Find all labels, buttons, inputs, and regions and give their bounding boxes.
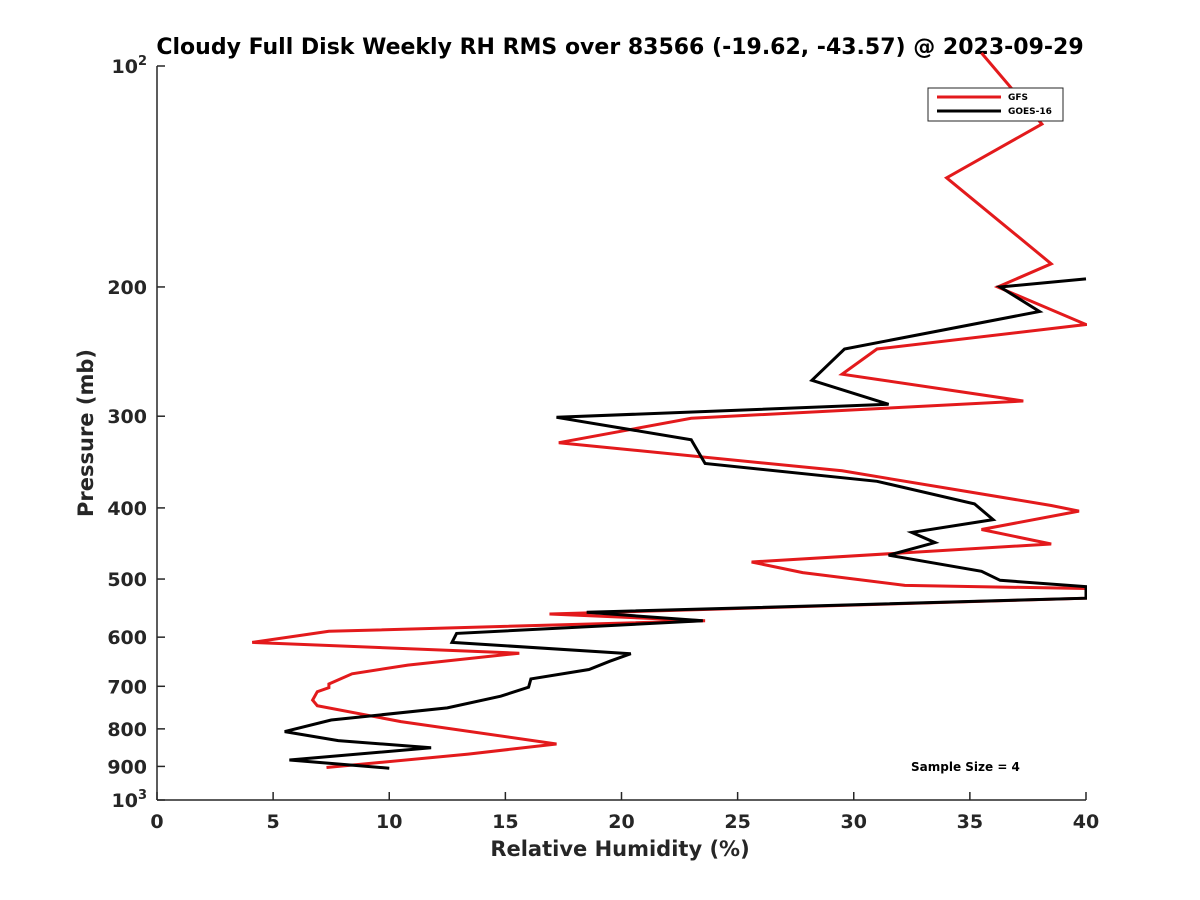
y-tick-label: 600	[107, 627, 147, 649]
y-tick-label: 200	[107, 277, 147, 299]
y-tick-label: 900	[107, 756, 147, 778]
legend: GFS GOES-16	[927, 87, 1064, 122]
axes-layer: 0 5 10 15 20 25 30 35 40 102 200 300 400 500 600 700 800…	[107, 54, 1099, 833]
x-axis-label: Relative Humidity (%)	[490, 837, 749, 861]
series-line-gfs	[251, 52, 1092, 769]
y-tick-label: 700	[107, 676, 147, 698]
y-tick-label: 800	[107, 719, 147, 741]
x-tick-label: 30	[841, 811, 867, 833]
y-axis-label: Pressure (mb)	[74, 349, 98, 517]
sample-size-annotation: Sample Size = 4	[911, 760, 1020, 774]
series-line-goes16	[284, 277, 1088, 770]
x-tick-label: 40	[1073, 811, 1099, 833]
x-tick-label: 0	[150, 811, 163, 833]
x-tick-label: 35	[957, 811, 983, 833]
y-tick-label: 102	[112, 54, 148, 78]
legend-label-goes16: GOES-16	[1008, 107, 1052, 117]
x-tick-label: 10	[376, 811, 402, 833]
x-tick-label: 15	[492, 811, 518, 833]
x-tick-label: 25	[724, 811, 750, 833]
series-layer	[251, 52, 1092, 770]
y-tick-label: 300	[107, 406, 147, 428]
x-tick-label: 20	[608, 811, 634, 833]
plot-area-mask	[1087, 60, 1200, 810]
y-tick-label: 400	[107, 498, 147, 520]
x-tick-label: 5	[267, 811, 280, 833]
y-tick-label: 103	[112, 788, 148, 812]
chart-title: Cloudy Full Disk Weekly RH RMS over 8356…	[156, 35, 1083, 60]
y-tick-label: 500	[107, 569, 147, 591]
legend-label-gfs: GFS	[1008, 93, 1028, 103]
legend-box	[927, 87, 1064, 122]
